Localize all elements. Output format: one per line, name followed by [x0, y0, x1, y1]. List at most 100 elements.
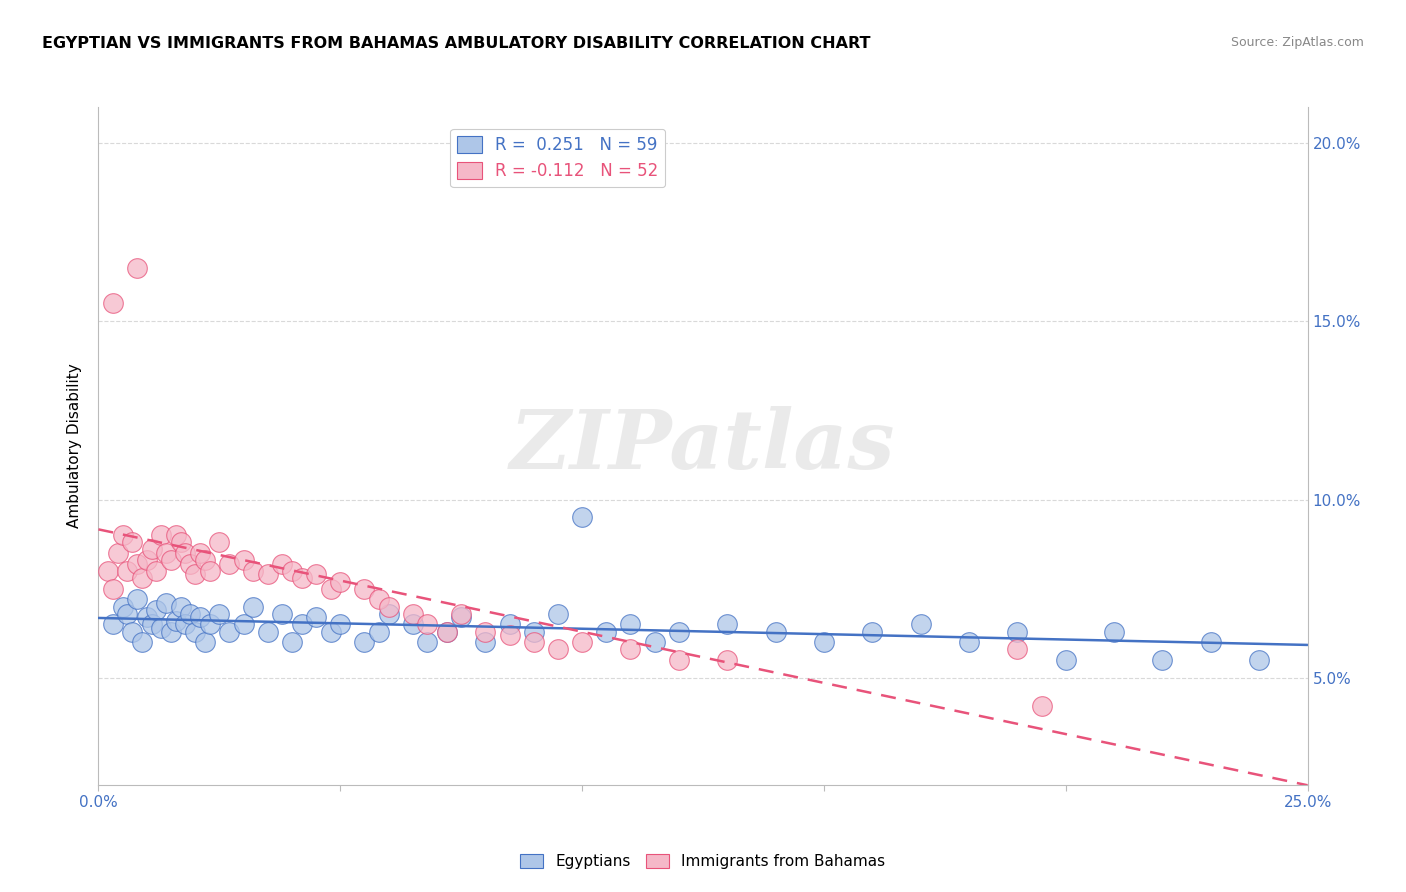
Point [131, 571, 153, 585]
Point [498, 628, 520, 642]
Point [860, 624, 883, 639]
Point [353, 582, 375, 596]
Point [571, 510, 593, 524]
Text: ZIPatlas: ZIPatlas [510, 406, 896, 486]
Point [111, 599, 134, 614]
Point [290, 571, 312, 585]
Point [127, 592, 149, 607]
Point [218, 624, 240, 639]
Point [121, 535, 143, 549]
Point [290, 617, 312, 632]
Point [813, 635, 835, 649]
Point [1249, 653, 1271, 667]
Point [305, 610, 328, 624]
Text: Source: ZipAtlas.com: Source: ZipAtlas.com [1230, 36, 1364, 49]
Y-axis label: Ambulatory Disability: Ambulatory Disability [67, 364, 83, 528]
Point [188, 546, 211, 560]
Point [150, 528, 173, 542]
Point [416, 617, 439, 632]
Point [179, 557, 201, 571]
Point [523, 624, 546, 639]
Point [184, 567, 207, 582]
Point [595, 624, 617, 639]
Legend: Egyptians, Immigrants from Bahamas: Egyptians, Immigrants from Bahamas [515, 847, 891, 875]
Point [135, 610, 157, 624]
Point [198, 564, 221, 578]
Point [571, 635, 593, 649]
Point [474, 624, 496, 639]
Point [619, 617, 641, 632]
Point [402, 607, 425, 621]
Point [523, 635, 546, 649]
Point [957, 635, 980, 649]
Point [141, 542, 163, 557]
Point [127, 557, 149, 571]
Point [329, 574, 352, 589]
Point [765, 624, 787, 639]
Point [198, 617, 221, 632]
Point [368, 592, 391, 607]
Point [97, 564, 120, 578]
Point [174, 546, 197, 560]
Point [474, 635, 496, 649]
Point [910, 617, 932, 632]
Point [305, 567, 328, 582]
Point [127, 260, 149, 275]
Point [184, 624, 207, 639]
Point [271, 557, 294, 571]
Point [644, 635, 666, 649]
Point [242, 599, 264, 614]
Point [141, 617, 163, 632]
Point [1054, 653, 1077, 667]
Point [668, 653, 690, 667]
Point [450, 610, 472, 624]
Point [145, 603, 167, 617]
Point [155, 596, 177, 610]
Point [416, 635, 439, 649]
Point [155, 546, 177, 560]
Point [194, 635, 217, 649]
Point [256, 567, 278, 582]
Text: EGYPTIAN VS IMMIGRANTS FROM BAHAMAS AMBULATORY DISABILITY CORRELATION CHART: EGYPTIAN VS IMMIGRANTS FROM BAHAMAS AMBU… [42, 36, 870, 51]
Point [111, 528, 134, 542]
Point [436, 624, 458, 639]
Point [281, 635, 304, 649]
Point [160, 624, 183, 639]
Point [368, 624, 391, 639]
Point [218, 557, 240, 571]
Point [319, 582, 342, 596]
Point [179, 607, 201, 621]
Point [256, 624, 278, 639]
Point [281, 564, 304, 578]
Point [165, 614, 187, 628]
Point [377, 607, 399, 621]
Point [498, 617, 520, 632]
Point [165, 528, 187, 542]
Point [107, 546, 129, 560]
Point [547, 642, 569, 657]
Point [169, 535, 191, 549]
Point [160, 553, 183, 567]
Point [232, 617, 254, 632]
Point [1031, 699, 1053, 714]
Point [1152, 653, 1174, 667]
Point [547, 607, 569, 621]
Point [145, 564, 167, 578]
Point [402, 617, 425, 632]
Point [1199, 635, 1222, 649]
Point [329, 617, 352, 632]
Point [117, 607, 139, 621]
Point [1007, 624, 1029, 639]
Point [150, 621, 173, 635]
Point [194, 553, 217, 567]
Point [101, 296, 124, 310]
Point [135, 553, 157, 567]
Point [716, 653, 738, 667]
Point [668, 624, 690, 639]
Point [232, 553, 254, 567]
Point [242, 564, 264, 578]
Point [208, 535, 231, 549]
Point [117, 564, 139, 578]
Point [271, 607, 294, 621]
Point [101, 582, 124, 596]
